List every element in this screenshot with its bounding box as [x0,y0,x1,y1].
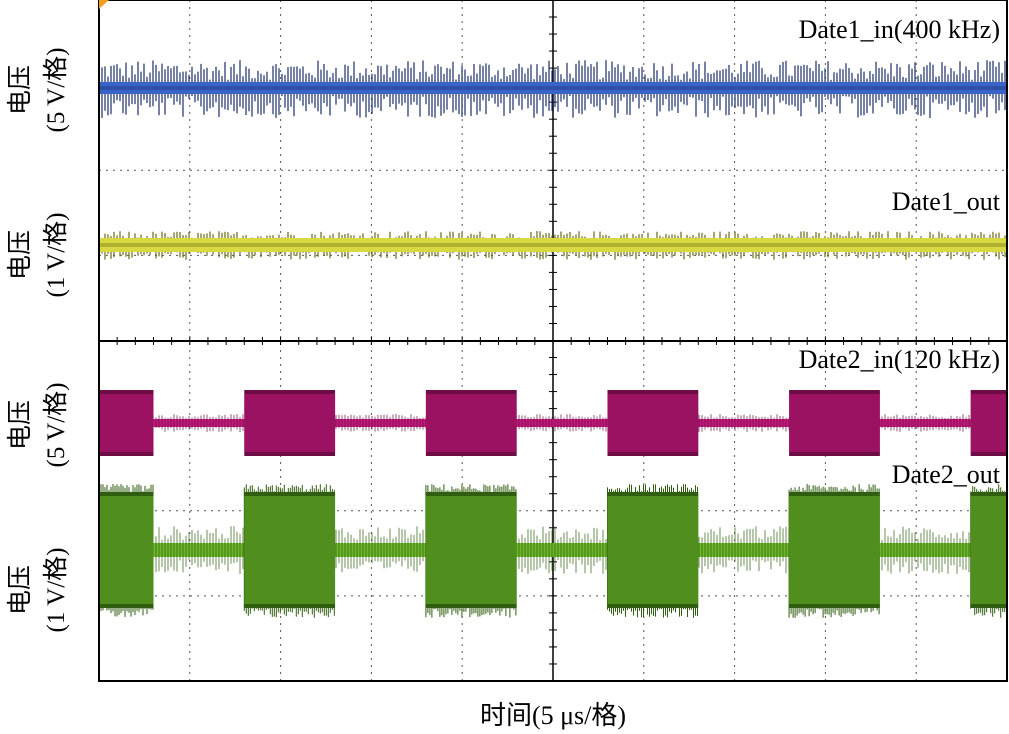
ylabel-main-2: 电压 [6,230,34,280]
ylabel-main-1: 电压 [6,65,34,115]
series-label-date1-out: Date1_out [892,187,1001,216]
burst-fill [99,496,154,604]
trace-core [99,86,1007,90]
burst-fill [789,496,880,604]
burst-fill [789,394,880,452]
ylabel-scale-4: (1 V/格) [42,548,70,633]
ylabel-trace2: 电压 (1 V/格) [6,213,70,298]
trace-date1-out [99,231,1007,260]
trace-date2-in [99,390,1007,456]
ylabel-main-4: 电压 [6,565,34,615]
trace-core [99,243,1007,247]
trigger-marker [99,0,109,9]
ylabel-scale-3: (5 V/格) [42,383,70,468]
ylabel-trace1: 电压 (5 V/格) [6,48,70,133]
trace-band [99,238,1007,252]
burst-fill [425,496,517,604]
ylabel-trace4: 电压 (1 V/格) [6,548,70,633]
ylabel-trace3: 电压 (5 V/格) [6,383,70,468]
series-label-date1-in: Date1_in(400 kHz) [799,15,1000,44]
burst-fill [970,496,1007,604]
traces [99,60,1007,618]
burst-fill [99,394,154,452]
burst-fill [244,394,336,452]
trace-date2-out [99,484,1007,618]
trace-band [99,82,1007,94]
burst-fill [425,394,517,452]
burst-fill [607,496,699,604]
trace-date1-in [99,60,1007,118]
ylabel-scale-2: (1 V/格) [42,213,70,298]
ylabel-scale-1: (5 V/格) [42,48,70,133]
series-label-date2-in: Date2_in(120 kHz) [799,345,1000,374]
trace-baseline [99,419,1007,427]
x-axis-label: 时间(5 μs/格) [480,701,626,730]
ylabel-main-3: 电压 [6,400,34,450]
burst-fill [970,394,1007,452]
burst-fill [607,394,699,452]
series-label-date2-out: Date2_out [892,460,1001,489]
burst-fill [244,496,336,604]
